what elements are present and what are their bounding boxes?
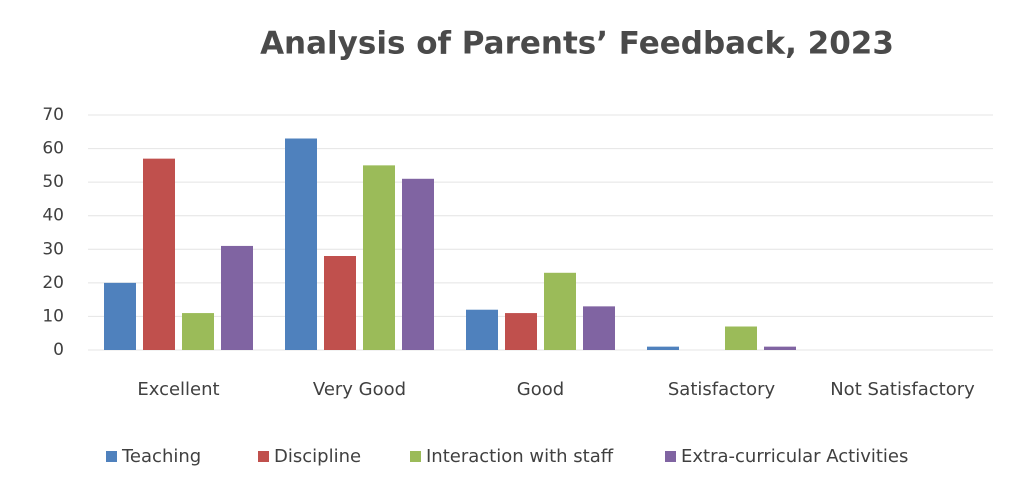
bar [143, 158, 175, 350]
legend-label: Interaction with staff [426, 446, 614, 467]
chart-title: Analysis of Parents’ Feedback, 2023 [260, 26, 894, 62]
x-tick-label: Good [517, 379, 564, 400]
y-tick-label: 50 [42, 172, 64, 192]
y-tick-label: 20 [42, 273, 64, 293]
bar [221, 245, 253, 350]
bar [182, 313, 214, 350]
x-tick-label: Not Satisfactory [830, 379, 975, 400]
bar [104, 282, 136, 350]
legend-label: Discipline [274, 446, 361, 467]
bar [647, 346, 679, 350]
bar [764, 346, 796, 350]
bar [324, 256, 356, 350]
legend-swatch [106, 451, 117, 462]
y-tick-label: 70 [42, 105, 64, 125]
y-tick-label: 30 [42, 239, 64, 259]
legend-swatch [258, 451, 269, 462]
y-tick-label: 10 [42, 306, 64, 326]
bar [725, 326, 757, 350]
y-tick-label: 40 [42, 206, 64, 226]
x-tick-label: Excellent [137, 379, 219, 400]
x-tick-label: Satisfactory [668, 379, 776, 400]
bar [544, 272, 576, 350]
bar [363, 165, 395, 350]
bar [583, 306, 615, 350]
legend-swatch [665, 451, 676, 462]
x-tick-label: Very Good [313, 379, 406, 400]
legend-label: Teaching [121, 446, 201, 467]
bar [466, 309, 498, 350]
legend-label: Extra-curricular Activities [681, 446, 908, 467]
bar [505, 313, 537, 350]
bar [285, 138, 317, 350]
y-tick-label: 60 [42, 139, 64, 159]
bar [402, 178, 434, 350]
y-tick-label: 0 [53, 340, 64, 360]
legend-swatch [410, 451, 421, 462]
